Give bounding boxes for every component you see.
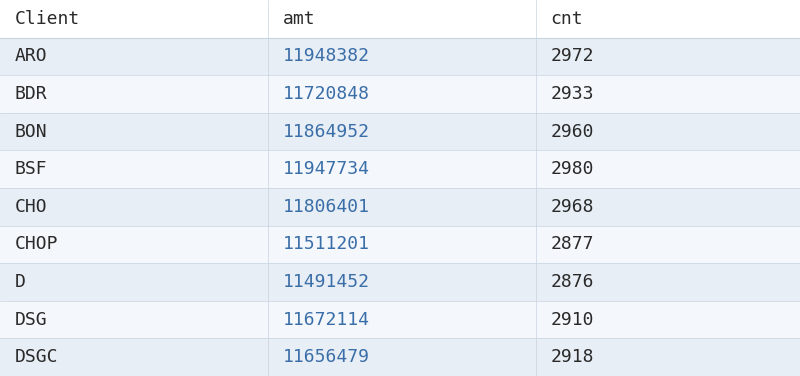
Bar <box>0 113 800 150</box>
Text: D: D <box>14 273 26 291</box>
Text: DSGC: DSGC <box>14 348 58 366</box>
Text: BDR: BDR <box>14 85 47 103</box>
Bar <box>0 188 800 226</box>
Text: 11720848: 11720848 <box>282 85 370 103</box>
Text: BSF: BSF <box>14 160 47 178</box>
Bar <box>0 338 800 376</box>
Text: 11491452: 11491452 <box>282 273 370 291</box>
Text: 2918: 2918 <box>550 348 594 366</box>
Text: cnt: cnt <box>550 10 583 28</box>
Text: 2876: 2876 <box>550 273 594 291</box>
Text: 2980: 2980 <box>550 160 594 178</box>
Bar <box>0 263 800 301</box>
Text: 2968: 2968 <box>550 198 594 216</box>
Text: 11948382: 11948382 <box>282 47 370 65</box>
Text: ARO: ARO <box>14 47 47 65</box>
Bar <box>0 0 268 38</box>
Text: BON: BON <box>14 123 47 141</box>
Text: Client: Client <box>14 10 80 28</box>
Bar <box>0 38 800 75</box>
Text: 2877: 2877 <box>550 235 594 253</box>
Text: 11806401: 11806401 <box>282 198 370 216</box>
Text: 11511201: 11511201 <box>282 235 370 253</box>
Text: 2910: 2910 <box>550 311 594 329</box>
Text: DSG: DSG <box>14 311 47 329</box>
Text: 2933: 2933 <box>550 85 594 103</box>
Bar <box>268 0 536 38</box>
Bar <box>0 226 800 263</box>
Text: 11947734: 11947734 <box>282 160 370 178</box>
Text: 11864952: 11864952 <box>282 123 370 141</box>
Text: amt: amt <box>282 10 315 28</box>
Text: 2972: 2972 <box>550 47 594 65</box>
Text: CHOP: CHOP <box>14 235 58 253</box>
Text: 11656479: 11656479 <box>282 348 370 366</box>
Bar <box>0 150 800 188</box>
Text: CHO: CHO <box>14 198 47 216</box>
Bar <box>536 0 800 38</box>
Bar <box>0 301 800 338</box>
Text: 2960: 2960 <box>550 123 594 141</box>
Bar <box>0 75 800 113</box>
Text: 11672114: 11672114 <box>282 311 370 329</box>
